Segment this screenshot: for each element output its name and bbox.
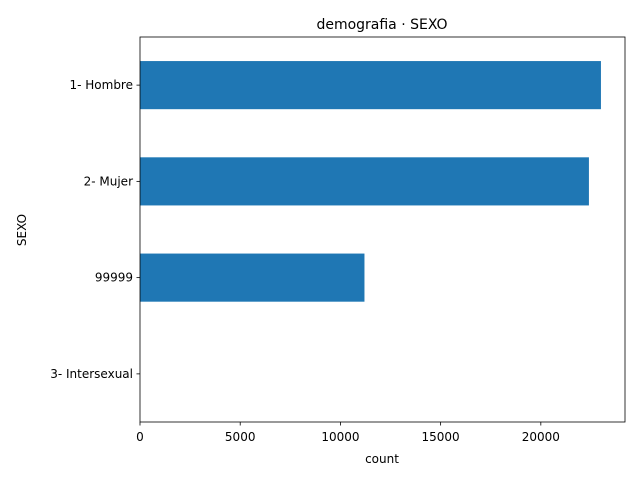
x-tick-label-1: 5000 [225, 430, 256, 444]
bar-0 [140, 61, 601, 110]
x-tick-label-0: 0 [136, 430, 144, 444]
x-axis-ticks: 0 5000 10000 15000 20000 [136, 422, 560, 444]
y-tick-label-3: 3- Intersexual [50, 367, 133, 381]
x-tick-label-2: 10000 [321, 430, 359, 444]
y-tick-label-0: 1- Hombre [69, 78, 133, 92]
x-tick-label-4: 20000 [522, 430, 560, 444]
chart-title: demografia · SEXO [316, 17, 447, 33]
x-tick-label-3: 15000 [422, 430, 460, 444]
y-tick-label-2: 99999 [95, 271, 133, 285]
x-axis-label: count [365, 452, 399, 466]
bar-1 [140, 157, 589, 206]
y-axis-label: SEXO [15, 214, 29, 246]
plot-frame [139, 36, 626, 423]
y-axis-ticks: 1- Hombre 2- Mujer 99999 3- Intersexual [50, 78, 140, 381]
bars-group [140, 61, 601, 302]
bar-2 [140, 253, 365, 302]
y-tick-label-1: 2- Mujer [84, 174, 133, 188]
